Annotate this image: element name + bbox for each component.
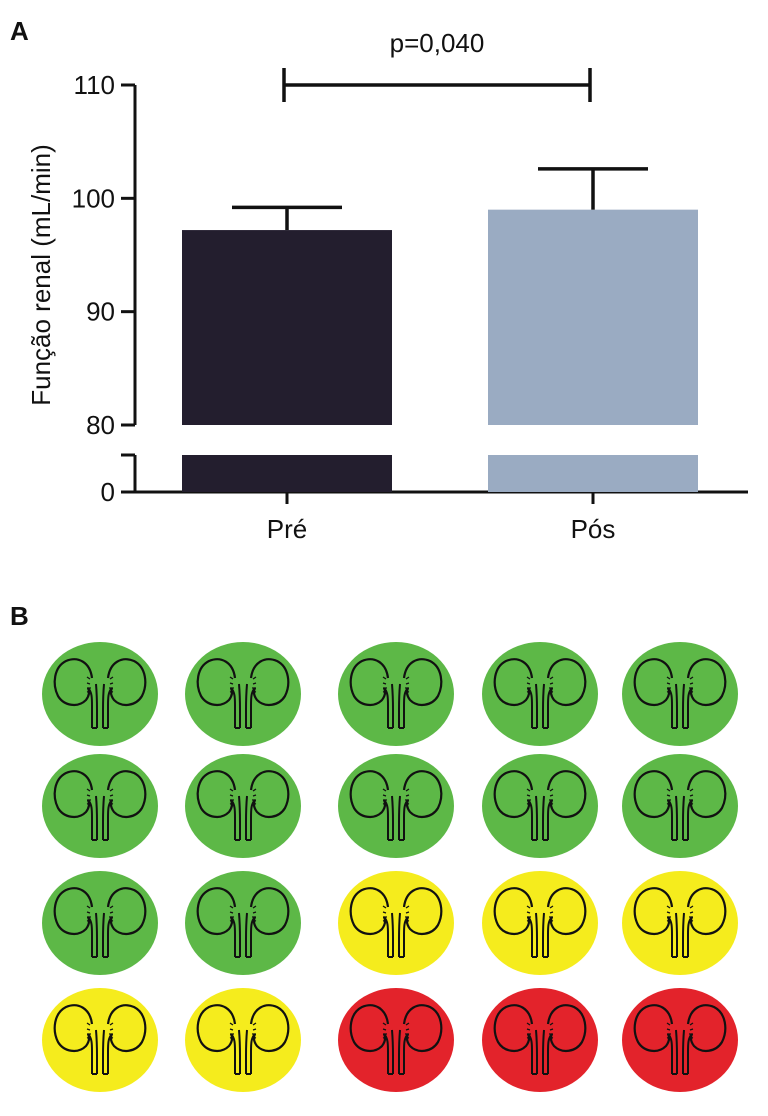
kidney-circle-green: [482, 642, 598, 746]
y-tick-label: 0: [101, 477, 115, 507]
kidney-circle-green: [42, 754, 158, 858]
kidney-circle-yellow: [42, 988, 158, 1092]
kidney-circle-yellow: [622, 871, 738, 975]
status-circle: [42, 988, 158, 1092]
kidney-circle-yellow: [482, 871, 598, 975]
status-circle: [338, 871, 454, 975]
kidney-circle-green: [338, 642, 454, 746]
status-circle: [185, 754, 301, 858]
bar-upper: [182, 230, 392, 425]
p-value-annotation: p=0,040: [390, 28, 485, 58]
kidney-circle-green: [622, 754, 738, 858]
kidney-circle-red: [622, 988, 738, 1092]
status-circle: [482, 988, 598, 1092]
kidney-circle-green: [42, 871, 158, 975]
kidney-circle-red: [482, 988, 598, 1092]
y-tick-label: 80: [86, 410, 115, 440]
kidney-circle-green: [482, 754, 598, 858]
x-tick-label: Pré: [267, 514, 307, 544]
kidney-grid: [42, 642, 738, 1092]
status-circle: [42, 754, 158, 858]
kidney-circle-green: [338, 754, 454, 858]
status-circle: [482, 642, 598, 746]
status-circle: [42, 871, 158, 975]
x-tick-label: Pós: [571, 514, 616, 544]
status-circle: [622, 871, 738, 975]
bar-chart: 0 80 90 100 110 Função renal (mL/min) Pré Pós p=…: [26, 28, 748, 544]
kidney-circle-green: [185, 871, 301, 975]
status-circle: [185, 871, 301, 975]
kidney-circle-green: [185, 642, 301, 746]
kidney-circle-green: [622, 642, 738, 746]
kidney-circle-green: [42, 642, 158, 746]
status-circle: [42, 642, 158, 746]
y-axis-label: Função renal (mL/min): [26, 144, 56, 406]
kidney-circle-red: [338, 988, 454, 1092]
status-circle: [185, 642, 301, 746]
status-circle: [622, 642, 738, 746]
status-circle: [482, 754, 598, 858]
status-circle: [338, 988, 454, 1092]
status-circle: [185, 988, 301, 1092]
status-circle: [338, 754, 454, 858]
bar-lower: [488, 455, 698, 492]
status-circle: [482, 871, 598, 975]
status-circle: [622, 988, 738, 1092]
y-tick-label: 110: [74, 70, 115, 100]
status-circle: [622, 754, 738, 858]
panel-b-label: B: [10, 601, 29, 631]
bar-upper: [488, 209, 698, 425]
kidney-circle-green: [185, 754, 301, 858]
y-tick-label: 100: [72, 183, 115, 213]
kidney-circle-yellow: [185, 988, 301, 1092]
y-tick-label: 90: [86, 297, 115, 327]
kidney-circle-yellow: [338, 871, 454, 975]
status-circle: [338, 642, 454, 746]
panel-a-label: A: [10, 16, 29, 46]
bar-lower: [182, 455, 392, 492]
